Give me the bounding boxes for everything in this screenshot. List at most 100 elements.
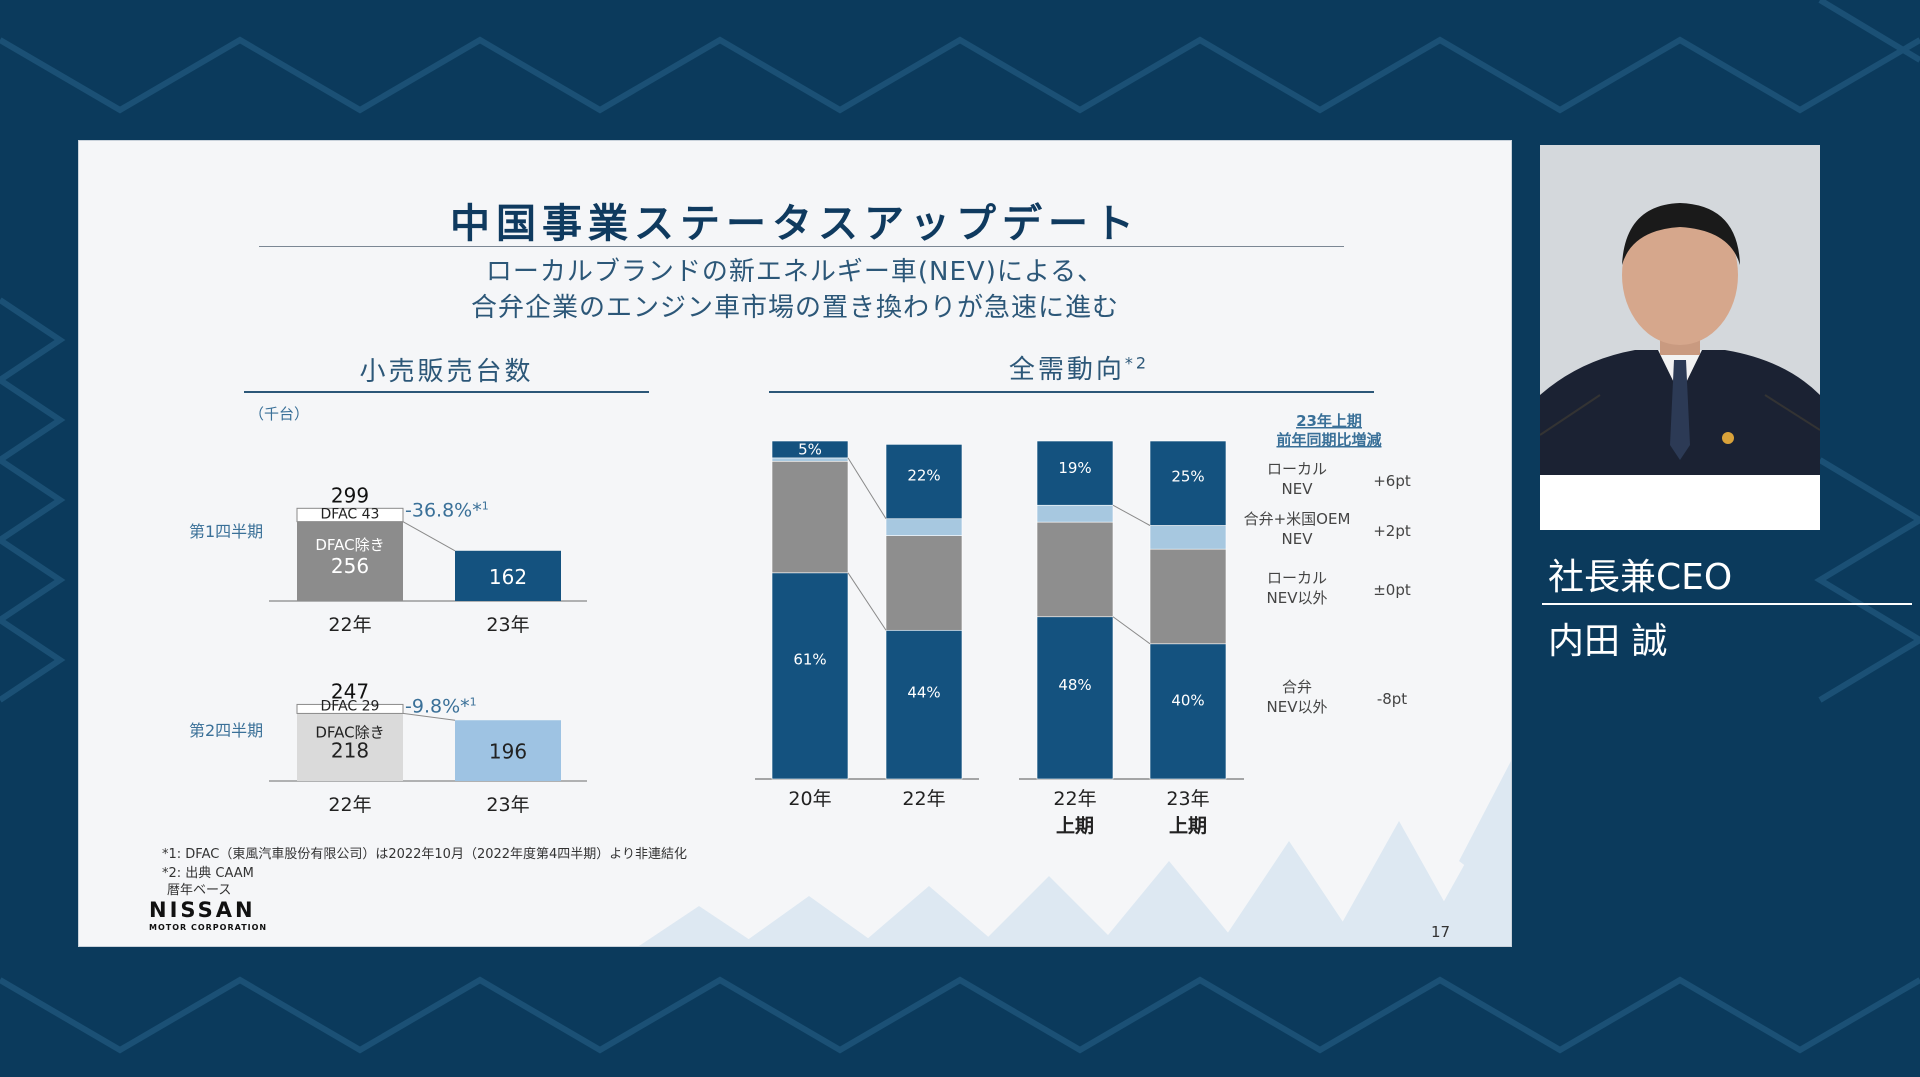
segment-local-nev bbox=[1036, 440, 1114, 506]
total-demand-heading-text: 全需動向 bbox=[1008, 355, 1125, 385]
legend-label: NEV以外 bbox=[1267, 589, 1328, 607]
legend-header-line1: 23年上期 bbox=[1296, 412, 1362, 430]
segment-label: 22% bbox=[907, 467, 940, 485]
segment-label: 61% bbox=[793, 650, 826, 668]
footnote-1: *1: DFAC（東風汽車股份有限公司）は2022年10月（2022年度第4四半… bbox=[162, 847, 688, 862]
bar-22-exdfac bbox=[297, 713, 403, 781]
connector-line bbox=[402, 712, 456, 721]
segment-local-non-nev bbox=[771, 460, 849, 574]
legend-label: ローカル bbox=[1267, 569, 1327, 587]
connector-line bbox=[847, 457, 887, 520]
exdfac-value: 256 bbox=[331, 554, 369, 578]
segment-label: 40% bbox=[1171, 692, 1204, 710]
slide-subtitle-line1: ローカルブランドの新エネルギー車(NEV)による、 bbox=[485, 257, 1105, 287]
slide-subtitle-line2: 合弁企業のエンジン車市場の置き換わりが急速に進む bbox=[470, 293, 1119, 323]
x-tick-label: 22年 bbox=[328, 614, 371, 636]
bar-23 bbox=[455, 720, 561, 781]
unit-label: （千台） bbox=[249, 405, 310, 423]
presentation-slide: DFAC 43 299 DFAC除き 256 162 -36.8%*1 第1四半期 22年 23… bbox=[78, 140, 1512, 947]
bar-23 bbox=[455, 550, 561, 601]
speaker-photo bbox=[1540, 145, 1820, 530]
segment-local-nev bbox=[771, 440, 849, 459]
legend-label: NEV bbox=[1282, 530, 1314, 548]
x-tick-label: 22年 bbox=[1053, 788, 1096, 810]
segment-jv-non-nev bbox=[1149, 643, 1227, 780]
segment-jv-non-nev bbox=[771, 572, 849, 780]
speaker-video bbox=[1540, 145, 1820, 530]
bar-22-exdfac bbox=[297, 521, 403, 601]
total-22-label: 299 bbox=[331, 483, 369, 507]
legend-change: +6pt bbox=[1373, 472, 1411, 490]
legend-label: NEV bbox=[1282, 480, 1314, 498]
x-tick-label: 23年 bbox=[486, 794, 529, 816]
segment-jv-non-nev bbox=[1036, 616, 1114, 780]
legend-label: NEV以外 bbox=[1267, 698, 1328, 716]
dfac-label: DFAC 43 bbox=[321, 507, 380, 523]
change-label: -36.8%*1 bbox=[405, 499, 489, 521]
x-tick-label: 上期 bbox=[1056, 815, 1094, 837]
page-number: 17 bbox=[1431, 923, 1451, 941]
change-note: 1 bbox=[482, 499, 489, 512]
segment-jv-us-oem-nev bbox=[1149, 525, 1227, 550]
exdfac-label: DFAC除き bbox=[315, 724, 384, 742]
footnote-2: *2: 出典 CAAM bbox=[162, 866, 254, 881]
speaker-role: 社長兼CEO bbox=[1548, 557, 1733, 598]
x-tick-label: 20年 bbox=[788, 788, 831, 810]
legend-change: ±0pt bbox=[1373, 581, 1411, 599]
total-demand-heading-note: *2 bbox=[1124, 353, 1150, 373]
bar-23-value: 196 bbox=[489, 740, 527, 764]
bar-23-value: 162 bbox=[489, 565, 527, 589]
quarter-label: 第1四半期 bbox=[189, 522, 263, 541]
legend-label: 合弁+米国OEM bbox=[1244, 510, 1351, 528]
nissan-logo: NISSAN bbox=[149, 898, 256, 922]
x-tick-label: 上期 bbox=[1169, 815, 1207, 837]
title-divider bbox=[259, 246, 1344, 247]
cube-decoration bbox=[639, 761, 1511, 946]
segment-jv-non-nev bbox=[885, 629, 963, 780]
exdfac-label: DFAC除き bbox=[315, 536, 384, 554]
segment-local-nev bbox=[885, 444, 963, 520]
legend-change: -8pt bbox=[1377, 690, 1407, 708]
nissan-logo-subtitle: MOTOR CORPORATION bbox=[149, 923, 268, 932]
legend-label: 合弁 bbox=[1282, 678, 1312, 696]
segment-label: 44% bbox=[907, 684, 940, 702]
connector-line bbox=[1112, 616, 1151, 645]
slide-title: 中国事業ステータスアップデート bbox=[450, 201, 1140, 247]
connector-line bbox=[1112, 504, 1151, 526]
segment-label: 25% bbox=[1171, 467, 1204, 485]
speaker-name: 内田 誠 bbox=[1548, 621, 1668, 662]
segment-local-non-nev bbox=[885, 535, 963, 631]
segment-local-non-nev bbox=[1036, 521, 1114, 618]
segment-jv-us-oem-nev bbox=[885, 518, 963, 536]
retail-sales-heading-line bbox=[244, 391, 649, 393]
legend-label: ローカル bbox=[1267, 460, 1327, 478]
change-label: -9.8%*1 bbox=[405, 695, 477, 717]
quarter-label: 第2四半期 bbox=[189, 721, 263, 740]
segment-jv-us-oem-nev bbox=[1036, 504, 1114, 523]
connector-line bbox=[402, 521, 456, 552]
connector-line bbox=[847, 572, 887, 631]
total-22-label: 247 bbox=[331, 679, 369, 703]
legend-header-line2: 前年同期比増減 bbox=[1276, 431, 1381, 449]
speaker-divider bbox=[1542, 603, 1912, 605]
segment-label: 19% bbox=[1058, 459, 1091, 477]
x-tick-label: 22年 bbox=[902, 788, 945, 810]
total-demand-heading: 全需動向*2 bbox=[769, 349, 1389, 386]
footnote-3: 暦年ベース bbox=[167, 883, 232, 898]
x-tick-label: 23年 bbox=[1166, 788, 1209, 810]
legend-change: +2pt bbox=[1373, 522, 1411, 540]
segment-local-non-nev bbox=[1149, 548, 1227, 645]
retail-sales-heading: 小売販売台数 bbox=[359, 357, 534, 387]
segment-label: 48% bbox=[1058, 676, 1091, 694]
x-tick-label: 22年 bbox=[328, 794, 371, 816]
segment-label: 5% bbox=[798, 440, 822, 458]
x-tick-label: 23年 bbox=[486, 614, 529, 636]
bar-22-dfac bbox=[296, 507, 404, 523]
bar-22-dfac bbox=[296, 703, 404, 714]
total-demand-heading-line bbox=[769, 391, 1374, 393]
dfac-label: DFAC 29 bbox=[321, 698, 380, 714]
change-note: 1 bbox=[470, 695, 477, 708]
